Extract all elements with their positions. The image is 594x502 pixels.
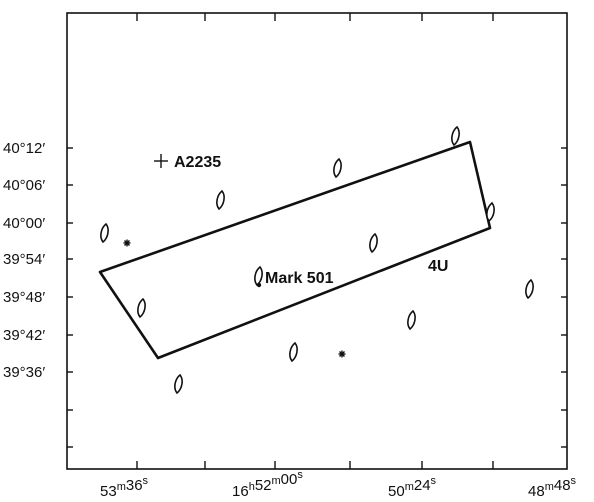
cluster-label: A2235 [174, 154, 221, 171]
source-ellipse-icon [100, 222, 109, 244]
y-axis-labels: 40°12′ 40°06′ 40°00′ 39°54′ 39°48′ 39°42′ 39°3… [3, 140, 45, 381]
box-label: 4U [428, 258, 448, 275]
source-ellipse-icon [174, 373, 183, 395]
error-box-4u [98, 140, 492, 360]
source-ellipse-icon [486, 201, 495, 223]
y-tick-label: 39°42′ [3, 327, 45, 344]
star-marker-icon [338, 350, 346, 358]
x-tick-label: 50m24s [388, 475, 437, 500]
x-tick-label: 48m48s [528, 475, 577, 500]
y-tick-label: 39°36′ [3, 364, 45, 381]
y-tick-label: 40°12′ [3, 140, 45, 157]
cluster-cross-icon [154, 154, 168, 168]
plot-frame [66, 12, 568, 470]
source-markers [100, 125, 534, 395]
x-tick-label: 16h52m00s [232, 469, 303, 500]
source-ellipse-icon [137, 297, 146, 319]
star-marker-icon [123, 239, 131, 247]
galaxy-label: Mark 501 [265, 270, 334, 287]
x-axis-ticks [136, 13, 494, 469]
source-ellipse-icon [369, 232, 378, 254]
x-axis-labels: 53m36s 16h52m00s 50m24s 48m48s [100, 469, 577, 500]
y-tick-label: 39°48′ [3, 289, 45, 306]
y-tick-label: 40°00′ [3, 215, 45, 232]
y-axis-ticks [67, 147, 567, 448]
source-ellipse-icon [525, 278, 534, 300]
source-ellipse-icon [407, 309, 416, 331]
source-ellipse-icon [216, 189, 225, 211]
source-ellipse-icon [254, 265, 263, 287]
galaxy-position-dot [256, 282, 262, 288]
x-tick-label: 53m36s [100, 475, 149, 500]
source-ellipse-icon [289, 341, 298, 363]
source-ellipse-icon [333, 157, 342, 179]
source-ellipse-icon [451, 125, 460, 147]
y-tick-label: 39°54′ [3, 251, 45, 268]
y-tick-label: 40°06′ [3, 177, 45, 194]
